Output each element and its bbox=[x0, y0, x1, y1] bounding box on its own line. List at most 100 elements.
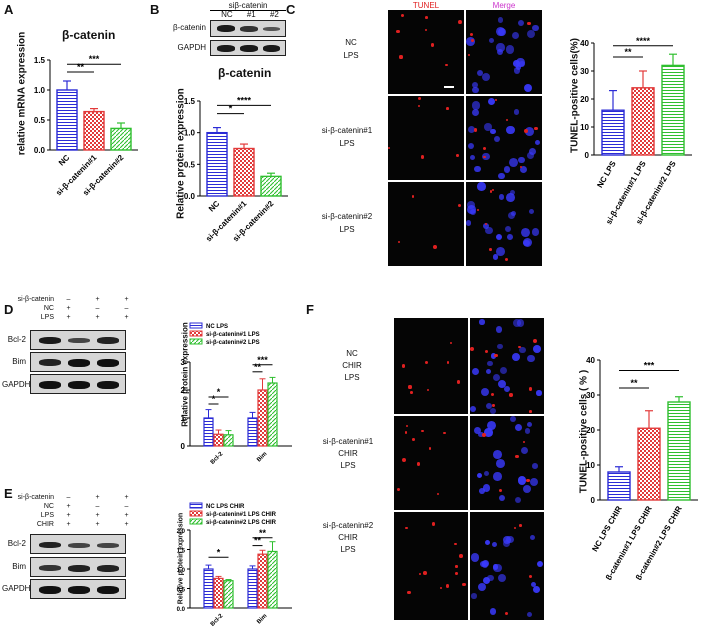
legend-swatch bbox=[189, 502, 203, 509]
micrograph-tunel bbox=[394, 318, 468, 414]
row-label: si-β-catenin#2 LPS bbox=[321, 212, 373, 234]
condition-mark: – bbox=[66, 494, 71, 501]
x-tick-label: Bcl-2 bbox=[210, 613, 225, 628]
x-tick-label: si-β-catenin#2 LPS CHIR bbox=[629, 504, 684, 580]
significance-label: ** bbox=[630, 378, 638, 388]
legend-label: NC LPS CHIR bbox=[206, 504, 245, 510]
panel-b-lane-labels: NC #1 #2 bbox=[214, 10, 286, 19]
condition-mark: – bbox=[124, 503, 129, 510]
bar bbox=[56, 89, 78, 151]
x-tick-label: Bim bbox=[256, 613, 268, 625]
panel-b-letter: B bbox=[150, 2, 160, 17]
bar bbox=[257, 389, 268, 447]
panel-f-letter: F bbox=[306, 302, 314, 317]
x-tick-label: NC LPS CHIR bbox=[590, 504, 623, 553]
condition-mark: – bbox=[95, 305, 100, 312]
condition-mark: + bbox=[124, 296, 129, 303]
significance-label: ** bbox=[254, 536, 262, 546]
micrograph-merge bbox=[466, 10, 542, 94]
condition-mark: + bbox=[95, 512, 100, 519]
panel-c-letter: C bbox=[286, 2, 296, 17]
condition-label: NC bbox=[43, 305, 54, 312]
condition-mark: + bbox=[124, 494, 129, 501]
lane-label: #1 bbox=[246, 10, 256, 19]
condition-mark: – bbox=[66, 296, 71, 303]
condition-mark: – bbox=[124, 305, 129, 312]
blot-row-label: Bcl-2 bbox=[7, 539, 26, 548]
y-tick-label: 2.0 bbox=[177, 529, 186, 535]
condition-label: NC bbox=[43, 503, 54, 510]
significance-label: ** bbox=[259, 528, 267, 538]
significance-label: *** bbox=[257, 355, 268, 365]
panel-a-chart: 0.00.51.01.5NCsi-β-catenin#1si-β-catenin… bbox=[34, 54, 138, 197]
condition-mark: + bbox=[66, 314, 71, 321]
lane-label: NC bbox=[221, 10, 233, 19]
row-label: si-β-catenin#2 CHIR LPS bbox=[322, 521, 374, 554]
blot-image bbox=[210, 40, 286, 56]
panel-e-chart: 0.0 0.5 1.0 1.5 2.0 Bcl-2 Bim NC LPS CHIR si-β-c… bbox=[177, 502, 292, 628]
legend-label: si-β-catenin#1 LPS CHIR bbox=[206, 512, 277, 518]
bar bbox=[661, 64, 685, 156]
condition-label: CHIR bbox=[36, 521, 54, 528]
y-tick-label: 0.5 bbox=[177, 588, 186, 594]
x-tick-label: Bim bbox=[256, 451, 268, 463]
x-tick-label: NC LPS bbox=[595, 159, 618, 189]
bar bbox=[247, 568, 258, 609]
condition-row: si-β-catenin – + + bbox=[2, 494, 141, 501]
micrograph-tunel bbox=[388, 182, 464, 266]
row-label: si-β-catenin#1 CHIR LPS bbox=[322, 437, 374, 470]
significance-label: * bbox=[217, 387, 221, 397]
y-tick-label: 30 bbox=[586, 391, 595, 400]
y-tick-label: 40 bbox=[586, 356, 595, 365]
bar bbox=[110, 127, 132, 151]
y-tick-label: 1 bbox=[181, 414, 186, 423]
blot-row-label: GAPDH bbox=[2, 380, 31, 389]
y-tick-label: 10 bbox=[586, 461, 595, 470]
bar bbox=[257, 553, 268, 609]
y-tick-label: 0 bbox=[591, 496, 596, 505]
condition-label: si-β-catenin bbox=[17, 494, 54, 501]
bar bbox=[637, 427, 661, 501]
significance-label: **** bbox=[636, 36, 651, 46]
condition-mark: + bbox=[95, 314, 100, 321]
micrograph-merge bbox=[466, 182, 542, 266]
condition-mark: + bbox=[66, 512, 71, 519]
legend-swatch bbox=[189, 322, 203, 329]
y-tick-label: 0 bbox=[181, 442, 186, 451]
blot-image bbox=[30, 330, 126, 350]
panel-d-letter: D bbox=[4, 302, 14, 317]
y-tick-label: 1.5 bbox=[184, 97, 196, 106]
legend-swatch bbox=[189, 510, 203, 517]
y-tick-label: 20 bbox=[580, 95, 589, 104]
y-tick-label: 2 bbox=[181, 386, 186, 395]
condition-mark: + bbox=[66, 305, 71, 312]
panel-a-letter: A bbox=[4, 2, 14, 17]
y-tick-label: 3 bbox=[181, 358, 186, 367]
y-tick-label: 0.0 bbox=[34, 146, 46, 155]
condition-label: LPS bbox=[40, 512, 54, 519]
bar bbox=[667, 401, 691, 501]
blot-row-label: β-catenin bbox=[172, 23, 206, 32]
bar bbox=[233, 147, 255, 197]
col-header-merge: Merge bbox=[492, 1, 516, 10]
y-tick-label: 1.0 bbox=[34, 86, 46, 95]
y-tick-label: 30 bbox=[580, 67, 589, 76]
condition-mark: + bbox=[66, 503, 71, 510]
bar bbox=[247, 417, 258, 447]
y-tick-label: 0.0 bbox=[184, 192, 196, 201]
bar bbox=[267, 382, 278, 447]
y-tick-label: 40 bbox=[580, 39, 589, 48]
blot-row-label: Bim bbox=[12, 357, 26, 366]
blot-image bbox=[30, 374, 126, 394]
legend-label: si-β-catenin#2 LPS CHIR bbox=[206, 520, 277, 526]
legend-label: si-β-catenin#2 LPS bbox=[206, 340, 260, 346]
blot-row-label: GAPDH bbox=[177, 43, 206, 52]
condition-row: NC + – – bbox=[2, 503, 141, 510]
condition-mark: + bbox=[95, 494, 100, 501]
bar bbox=[223, 580, 234, 609]
bar bbox=[203, 568, 214, 609]
panel-d-chart: 0 1 2 3 Bcl-2 Bim NC LPS si-β-catenin#1 LPS si-β… bbox=[181, 322, 292, 466]
bar bbox=[213, 577, 224, 609]
y-tick-label: 20 bbox=[586, 426, 595, 435]
